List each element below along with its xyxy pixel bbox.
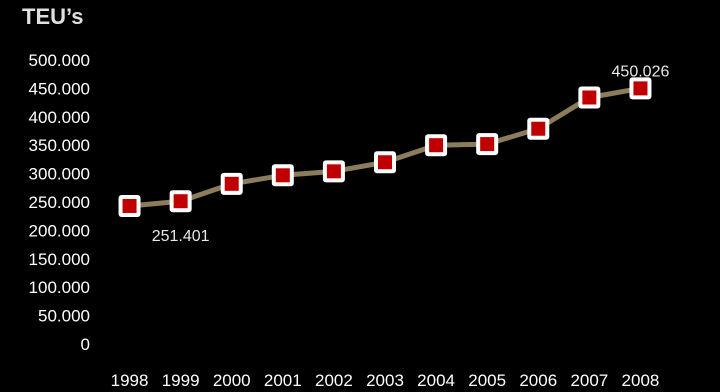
x-tick-label: 2000 [213, 371, 251, 390]
y-tick-label: 200.000 [29, 221, 90, 240]
y-tick-label: 300.000 [29, 165, 90, 184]
data-point [378, 155, 392, 170]
data-point [173, 194, 188, 209]
x-tick-label: 2005 [468, 371, 506, 390]
x-tick-label: 1998 [111, 371, 149, 390]
data-point [633, 81, 648, 96]
data-point [122, 198, 137, 213]
y-tick-label: 100.000 [29, 278, 90, 297]
x-tick-label: 2004 [417, 371, 455, 390]
y-tick-label: 400.000 [29, 108, 90, 127]
y-tick-label: 450.000 [29, 79, 90, 98]
x-tick-label: 1999 [162, 371, 200, 390]
data-label: 251.401 [152, 228, 210, 245]
chart-title: TEU’s [22, 4, 84, 29]
x-tick-label: 2002 [315, 371, 353, 390]
x-tick-label: 2003 [366, 371, 404, 390]
data-point [531, 121, 546, 136]
data-point [275, 168, 290, 183]
data-point [582, 90, 597, 105]
x-tick-label: 2007 [570, 371, 608, 390]
data-point [429, 138, 444, 153]
y-tick-label: 0 [81, 335, 90, 354]
data-point [224, 176, 239, 191]
y-tick-label: 250.000 [29, 193, 90, 212]
x-tick-label: 2006 [519, 371, 557, 390]
x-tick-label: 2008 [622, 371, 660, 390]
data-point [480, 137, 495, 152]
series-line [129, 85, 641, 209]
y-tick-label: 150.000 [29, 250, 90, 269]
y-tick-label: 500.000 [29, 51, 90, 70]
y-tick-label: 350.000 [29, 136, 90, 155]
y-tick-label: 50.000 [38, 307, 90, 326]
data-point [326, 164, 341, 179]
data-label: 450.026 [612, 63, 670, 80]
x-tick-label: 2001 [264, 371, 302, 390]
